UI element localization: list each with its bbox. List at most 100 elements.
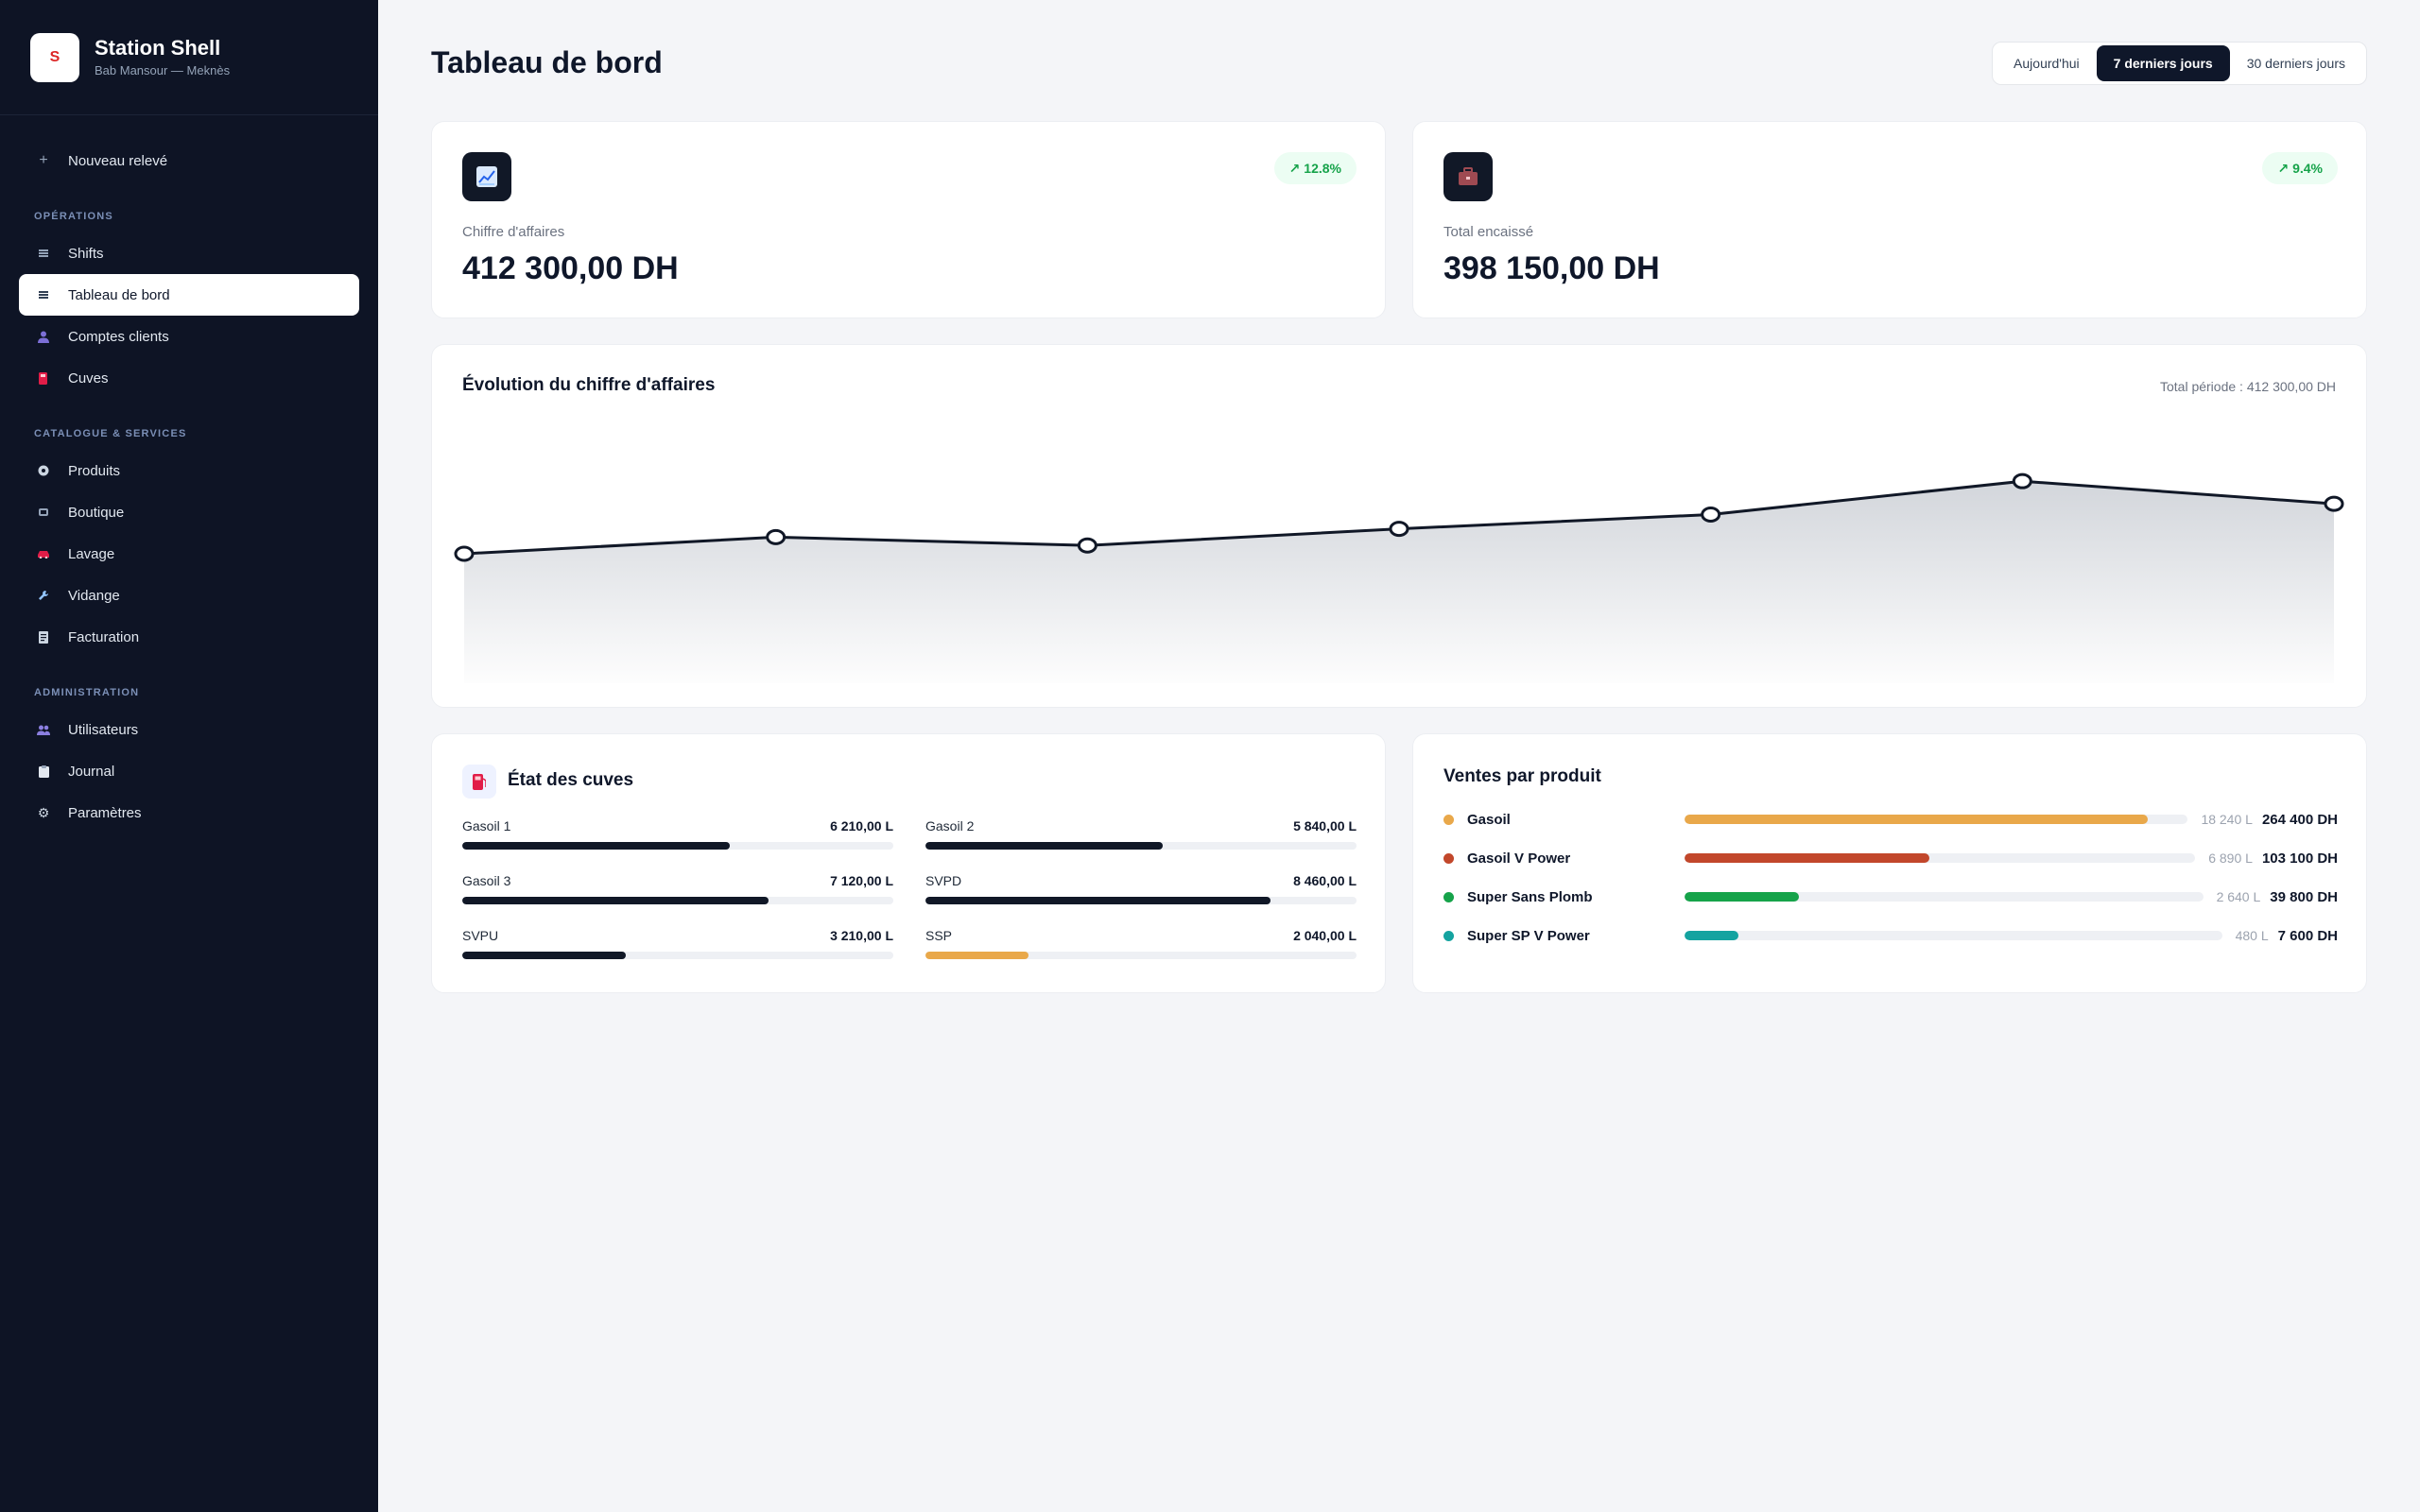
tank-volume: 2 040,00 L (1293, 928, 1357, 943)
range-today-button[interactable]: Aujourd'hui (2014, 56, 2080, 71)
chart-point[interactable] (1077, 537, 1098, 554)
fuel-pump-icon (462, 765, 496, 799)
brand[interactable]: S Station Shell Bab Mansour — Meknès (0, 0, 378, 115)
sidebar-item-shop[interactable]: Boutique (19, 491, 359, 533)
dashboard-icon (36, 287, 51, 302)
section-administration: ADMINISTRATION (34, 687, 140, 698)
tank-level-track (462, 952, 893, 959)
product-volume: 480 L (2235, 928, 2269, 943)
chart-title: Évolution du chiffre d'affaires (462, 375, 716, 395)
chart-up-icon (462, 152, 511, 201)
tank-volume: 7 120,00 L (830, 873, 893, 888)
plus-icon: + (39, 152, 48, 168)
range-30-days-button[interactable]: 30 derniers jours (2246, 56, 2345, 71)
sidebar-item-label: Cuves (68, 369, 109, 387)
brand-subtitle: Bab Mansour — Meknès (95, 62, 231, 77)
product-amount: 264 400 DH (2261, 811, 2338, 828)
revenue-line-chart (454, 472, 2344, 683)
products-icon (36, 463, 51, 478)
product-color-dot (1443, 814, 1454, 825)
tank-name: Gasoil 3 (462, 873, 511, 888)
product-volume: 18 240 L (2201, 812, 2253, 827)
revenue-value: 412 300,00 DH (462, 250, 679, 286)
product-share-track (1685, 931, 2222, 940)
sidebar-nav: + Nouveau relevé OPÉRATIONS Shifts Table… (0, 115, 378, 833)
tank-level-fill (462, 952, 627, 959)
chart-points (454, 472, 2344, 562)
sidebar-item-journal[interactable]: Journal (19, 750, 359, 792)
tanks-card: État des cuves Gasoil 1 6 210,00 L Gasoil… (431, 733, 1386, 993)
chart-period-total: Total période : 412 300,00 DH (2159, 379, 2336, 394)
sidebar-item-shifts[interactable]: Shifts (19, 232, 359, 274)
revenue-chart-card: Évolution du chiffre d'affaires Total pé… (431, 344, 2367, 708)
chart-point[interactable] (2324, 495, 2344, 512)
tank-volume: 5 840,00 L (1293, 818, 1357, 833)
brand-logo: S (30, 32, 79, 82)
user-icon (36, 329, 51, 344)
product-name: Super Sans Plomb (1467, 888, 1593, 905)
kpi-card-collected: ↗ 9.4% Total encaissé 398 150,00 DH (1412, 121, 2367, 318)
tank-name: SSP (925, 928, 953, 943)
tank-name: SVPU (462, 928, 499, 943)
sidebar-item-label: Comptes clients (68, 328, 169, 345)
product-color-dot (1443, 852, 1454, 864)
tank-level-fill (462, 842, 730, 850)
tank-level-track (925, 842, 1357, 850)
sidebar-item-label: Tableau de bord (68, 286, 170, 303)
users-icon (36, 722, 51, 737)
tank-gasoil-2: Gasoil 2 5 840,00 L (925, 816, 1357, 850)
tank-name: SVPD (925, 873, 962, 888)
sidebar-item-dashboard[interactable]: Tableau de bord (19, 274, 359, 316)
sidebar-item-label: Utilisateurs (68, 721, 139, 738)
revenue-label: Chiffre d'affaires (462, 224, 565, 240)
sidebar-item-settings[interactable]: ⚙ Paramètres (19, 792, 359, 833)
tank-level-fill (925, 897, 1270, 904)
tank-name: Gasoil 1 (462, 818, 511, 833)
tank-gasoil-1: Gasoil 1 6 210,00 L (462, 816, 893, 850)
sidebar-item-billing[interactable]: Facturation (19, 616, 359, 658)
sidebar-item-new-reading[interactable]: + Nouveau relevé (19, 140, 359, 181)
collected-label: Total encaissé (1443, 224, 1534, 240)
main-content: Tableau de bord Aujourd'hui 7 derniers j… (378, 0, 2420, 1512)
revenue-change-badge: ↗ 12.8% (1273, 152, 1357, 184)
tank-volume: 8 460,00 L (1293, 873, 1357, 888)
product-name: Gasoil V Power (1467, 850, 1571, 867)
calendar-icon (36, 246, 51, 261)
chart-point[interactable] (454, 545, 475, 562)
tank-volume: 3 210,00 L (830, 928, 893, 943)
product-name: Gasoil (1467, 811, 1511, 828)
sidebar-item-label: Nouveau relevé (68, 152, 168, 169)
sidebar-item-clients[interactable]: Comptes clients (19, 316, 359, 357)
chart-point[interactable] (1701, 506, 1721, 523)
chart-point[interactable] (2012, 472, 2032, 490)
product-share-track (1685, 815, 2188, 824)
tank-svpu: SVPU 3 210,00 L (462, 925, 893, 959)
section-operations: OPÉRATIONS (34, 211, 113, 222)
kpi-card-revenue: ↗ 12.8% Chiffre d'affaires 412 300,00 DH (431, 121, 1386, 318)
sidebar-item-label: Produits (68, 462, 121, 479)
date-range-selector: Aujourd'hui 7 derniers jours 30 derniers… (1992, 42, 2367, 85)
wrench-icon (36, 588, 51, 603)
product-color-dot (1443, 930, 1454, 941)
tank-gasoil-3: Gasoil 3 7 120,00 L (462, 870, 893, 904)
chart-point[interactable] (1389, 521, 1409, 538)
sidebar-item-products[interactable]: Produits (19, 450, 359, 491)
product-share-fill (1685, 892, 1799, 902)
sidebar-item-users[interactable]: Utilisateurs (19, 709, 359, 750)
invoice-icon (36, 629, 51, 644)
product-volume: 2 640 L (2216, 889, 2261, 904)
tank-level-track (462, 897, 893, 904)
product-share-track (1685, 853, 2196, 863)
sidebar-item-label: Boutique (68, 504, 125, 521)
range-7-days-button[interactable]: 7 derniers jours (2096, 45, 2230, 81)
chart-point[interactable] (766, 528, 786, 545)
section-catalogue: CATALOGUE & SERVICES (34, 428, 187, 439)
sidebar-item-tanks[interactable]: Cuves (19, 357, 359, 399)
product-share-fill (1685, 815, 2148, 824)
car-icon (36, 546, 51, 561)
sales-row-gasoil: Gasoil 18 240 L 264 400 DH (1443, 808, 2338, 831)
tank-ssp: SSP 2 040,00 L (925, 925, 1357, 959)
product-amount: 103 100 DH (2261, 850, 2338, 867)
sidebar-item-oil-change[interactable]: Vidange (19, 575, 359, 616)
sidebar-item-wash[interactable]: Lavage (19, 533, 359, 575)
